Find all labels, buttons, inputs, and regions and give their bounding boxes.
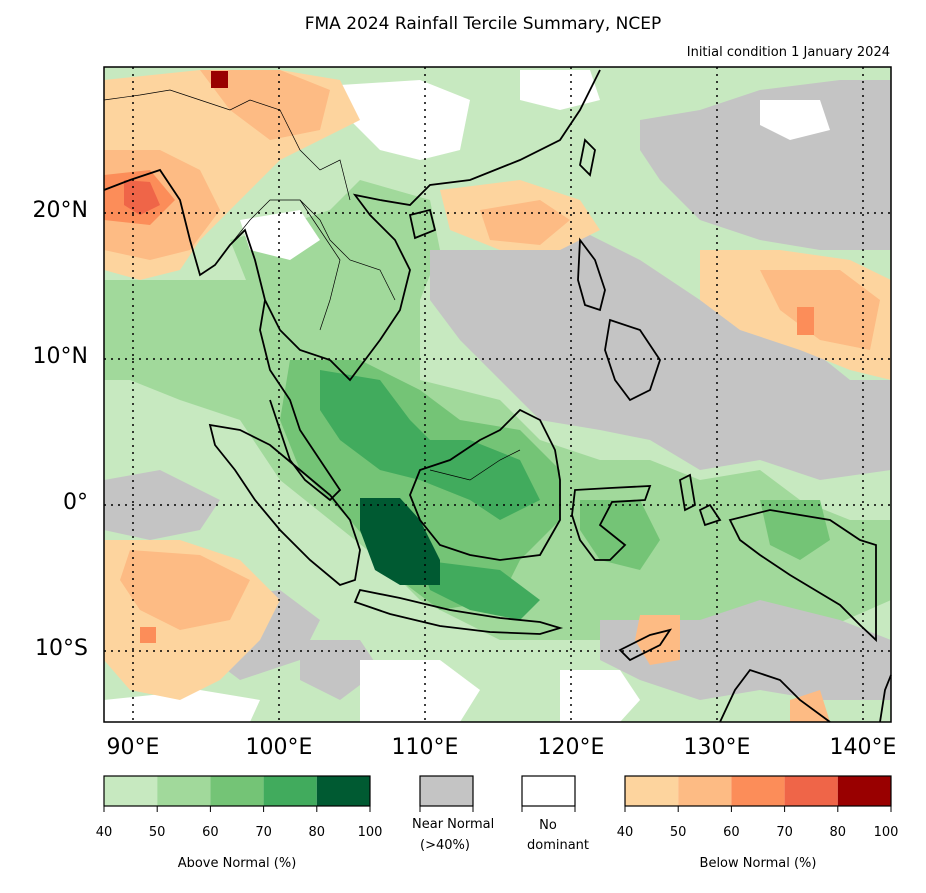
below-normal-region [120,550,250,630]
above-tick-label: 40 [95,825,113,840]
coastline-new-guinea [728,509,877,643]
above-tick-label: 70 [255,825,272,840]
lat-label-10n: 10°N [32,344,88,369]
colorbar-above-frame [103,775,371,807]
coastline-mainland-asia [103,69,601,382]
coastline-taiwan [579,138,596,177]
coastline-maluku [679,473,722,527]
colorbar-above-normal [103,775,371,812]
above-normal-region [360,498,440,585]
map-subtitle: Initial condition 1 January 2024 [686,45,890,60]
colorbar-below-frame [624,775,892,807]
country-borders [103,89,877,640]
coastline-hainan [408,208,437,240]
lat-label-10s: 10°S [35,636,88,661]
below-tick-label: 50 [669,825,687,840]
no-dominant-caption-line1: No [539,818,557,833]
country-border [229,199,396,301]
near-normal-region [640,80,891,250]
below-normal-region [211,71,228,88]
colorbar-above-60-70 [210,776,264,806]
below-tick-label: 100 [873,825,899,840]
coastline-java [353,588,564,635]
no-dominant-region [104,690,260,722]
no-dominant-region [340,80,470,160]
coastline-malay-peninsula [259,299,342,502]
country-border [299,199,341,331]
lon-label-120e: 120°E [537,735,605,760]
no-dominant-region [560,670,640,722]
colorbar-below-50-60 [678,776,732,806]
coastline-sulawesi [571,485,652,561]
above-tick-label: 60 [202,825,219,840]
country-border [429,449,521,481]
below-normal-region [124,180,160,215]
colorbar-above-80-100 [316,776,370,806]
lat-label-20n: 20°N [32,198,88,223]
above-normal-region [580,500,660,570]
map-frame [103,66,892,723]
lat-label-0: 0° [63,490,88,515]
near-normal-swatch [419,775,474,807]
no-dominant-caption-line2: dominant [526,838,590,853]
no-dominant-region [760,100,830,140]
lon-label-140e: 140°E [829,735,897,760]
colorbar-below-70-80 [784,776,838,806]
below-tick-label: 60 [723,825,740,840]
colorbar-below-80-100 [837,776,891,806]
below-tick-label: 80 [829,825,847,840]
below-normal-region [797,307,814,335]
coastline-borneo [409,408,561,561]
lon-label-130e: 130°E [683,735,751,760]
colorbar-above-70-80 [263,776,317,806]
below-normal-region [140,627,156,643]
colorbar-below-normal [624,775,892,812]
near-normal-caption-line1: Near Normal [412,817,495,832]
no-dominant-swatch [521,775,576,807]
coastlines [103,69,892,723]
country-border [103,89,351,201]
coastline-philippines [577,237,661,402]
colorbar-below-40-50 [625,776,679,806]
map-title: FMA 2024 Rainfall Tercile Summary, NCEP [304,14,662,34]
below-normal-region [760,270,880,350]
coastline-timor [618,628,673,662]
below-normal-caption: Below Normal (%) [699,856,817,871]
above-normal-region [420,560,540,620]
below-normal-regions [104,70,891,722]
colorbar-above-40-50 [104,776,158,806]
lon-label-110e: 110°E [391,735,459,760]
below-tick-label: 40 [616,825,634,840]
no-dominant-region [520,70,600,110]
no-dominant-region [240,210,320,260]
above-tick-label: 80 [308,825,326,840]
above-normal-caption: Above Normal (%) [177,856,297,871]
above-tick-label: 50 [148,825,166,840]
near-normal-caption-line2: (>40%) [420,838,470,853]
lon-label-100e: 100°E [245,735,313,760]
above-tick-label: 100 [357,825,383,840]
colorbar-below-60-70 [731,776,785,806]
below-tick-label: 70 [776,825,793,840]
coastline-sumatra [208,423,361,587]
no-dominant-region [360,660,480,722]
near-normal-region [430,220,891,480]
coastline-australia [719,668,892,723]
no-dominant-regions [104,70,830,722]
colorbar-above-50-60 [157,776,211,806]
gridlines [104,67,891,722]
above-normal-region [760,500,830,560]
below-normal-region [480,200,570,245]
lon-label-90e: 90°E [106,735,160,760]
